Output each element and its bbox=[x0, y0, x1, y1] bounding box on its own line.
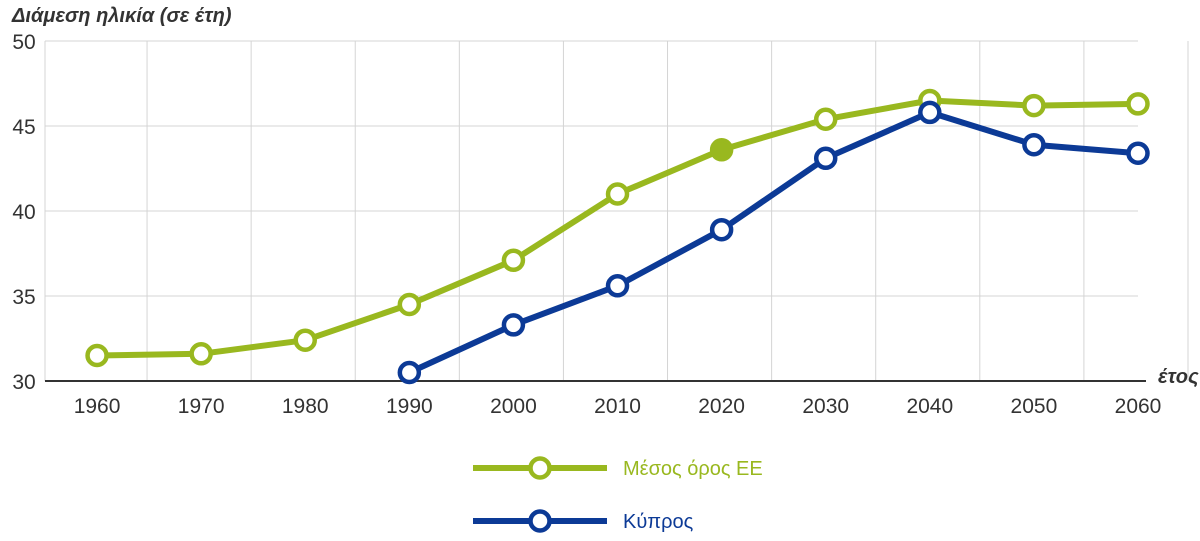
legend-marker bbox=[528, 456, 552, 480]
data-point bbox=[709, 138, 734, 162]
data-point bbox=[501, 248, 526, 273]
data-point bbox=[813, 146, 838, 171]
x-tick-label: 2050 bbox=[1011, 395, 1058, 418]
data-point bbox=[605, 182, 630, 206]
y-axis-title: Διάμεση ηλικία (σε έτη) bbox=[11, 5, 232, 27]
y-tick-label: 45 bbox=[12, 116, 35, 139]
data-point bbox=[1126, 92, 1150, 116]
y-tick-label: 35 bbox=[12, 286, 35, 309]
legend-marker bbox=[528, 509, 552, 533]
legend-label: Κύπρος bbox=[623, 511, 694, 533]
grid-lines bbox=[44, 40, 1189, 381]
data-point bbox=[1022, 93, 1046, 118]
x-axis-title: έτος bbox=[1158, 366, 1199, 388]
x-tick-label: 2030 bbox=[802, 395, 849, 418]
y-tick-label: 30 bbox=[12, 371, 35, 394]
data-point bbox=[605, 274, 630, 298]
y-tick-labels: 30 35 40 45 50 bbox=[12, 31, 35, 394]
series-lines bbox=[85, 88, 1150, 385]
series-line bbox=[94, 97, 1141, 359]
legend-item: Κύπρος bbox=[473, 509, 694, 533]
y-tick-label: 40 bbox=[12, 201, 35, 224]
x-tick-label: 1980 bbox=[282, 395, 329, 418]
x-tick-label: 2000 bbox=[490, 395, 537, 418]
y-tick-label: 50 bbox=[12, 31, 35, 54]
x-tick-label: 2060 bbox=[1115, 395, 1162, 418]
data-point bbox=[709, 217, 734, 242]
data-point bbox=[918, 100, 942, 125]
data-point bbox=[293, 328, 317, 352]
x-tick-label: 2020 bbox=[698, 395, 745, 418]
data-point bbox=[85, 343, 109, 368]
data-point bbox=[1022, 132, 1046, 157]
data-point bbox=[1126, 141, 1150, 165]
data-point bbox=[189, 342, 213, 366]
legend-item: Μέσος όρος ΕΕ bbox=[473, 456, 763, 480]
x-tick-label: 1990 bbox=[386, 395, 433, 418]
x-tick-labels: 1960 1970 1980 1990 2000 2010 2020 2030 2040 2050… bbox=[74, 395, 1162, 418]
data-point bbox=[397, 360, 422, 385]
x-tick-label: 2010 bbox=[594, 395, 641, 418]
legend-label: Μέσος όρος ΕΕ bbox=[623, 458, 763, 480]
series-0 bbox=[85, 88, 1150, 368]
data-point bbox=[501, 313, 526, 337]
data-point bbox=[813, 107, 838, 131]
x-tick-label: 1960 bbox=[74, 395, 121, 418]
data-point bbox=[397, 292, 422, 317]
series-line bbox=[406, 109, 1141, 376]
x-tick-label: 2040 bbox=[906, 395, 953, 418]
x-tick-label: 1970 bbox=[178, 395, 225, 418]
legend: Μέσος όρος ΕΕ Κύπρος bbox=[473, 456, 763, 533]
series-1 bbox=[397, 100, 1150, 385]
